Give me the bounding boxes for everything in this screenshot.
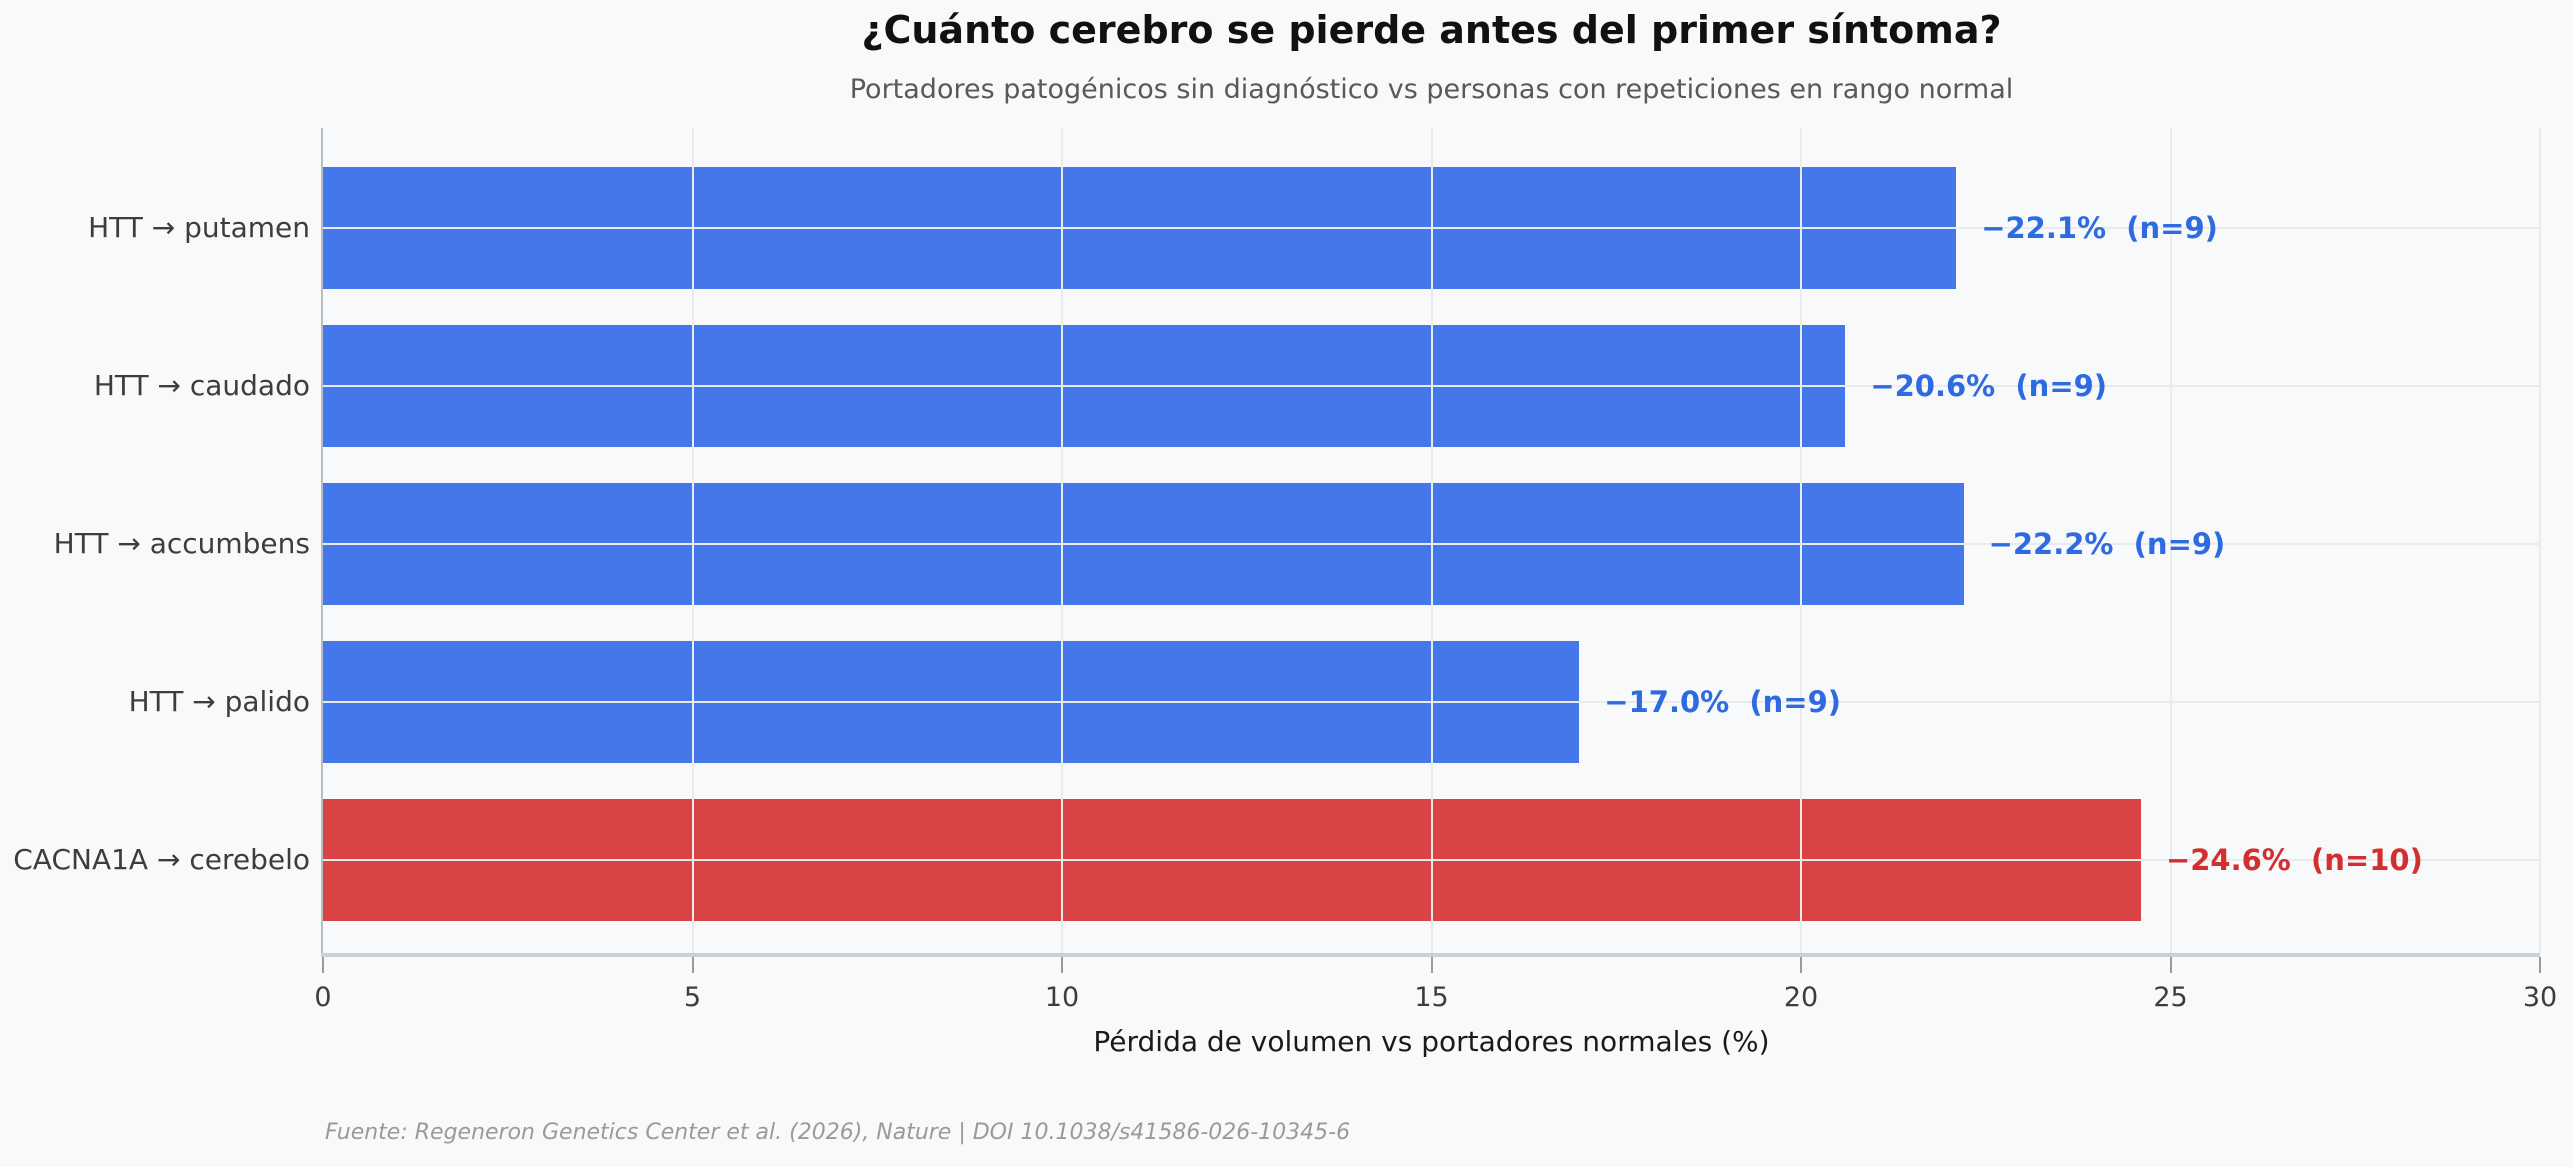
gridline-horizontal: [323, 385, 2540, 387]
x-axis-spine: [321, 953, 2540, 957]
category-label: HTT → putamen: [88, 211, 310, 244]
gridline-horizontal: [323, 543, 2540, 545]
bar-value-label: −17.0% (n=9): [1604, 685, 1842, 719]
category-label: CACNA1A → cerebelo: [13, 843, 310, 876]
x-tick-label: 20: [1783, 982, 1819, 1013]
gridline-horizontal: [323, 859, 2540, 861]
x-tick-mark: [2539, 957, 2541, 973]
bar-value-label: −20.6% (n=9): [1870, 369, 2108, 403]
x-tick-label: 25: [2153, 982, 2188, 1013]
gridline-horizontal: [323, 701, 2540, 703]
gridline-vertical: [2169, 128, 2172, 953]
gridline-vertical: [1800, 128, 1802, 953]
plot-area: [321, 128, 2541, 957]
x-axis-title: Pérdida de volumen vs portadores normale…: [1093, 1025, 1770, 1058]
x-tick-mark: [691, 957, 694, 973]
bar-value-label: −22.1% (n=9): [1981, 211, 2218, 245]
bar-value-label: −22.2% (n=9): [1988, 527, 2226, 561]
x-tick-mark: [1061, 957, 1063, 973]
x-tick-mark: [322, 957, 324, 973]
category-label: HTT → caudado: [93, 369, 310, 402]
x-tick-label: 15: [1414, 982, 1449, 1013]
y-axis-spine: [321, 128, 323, 957]
x-tick-label: 10: [1044, 982, 1080, 1013]
gridline-horizontal: [323, 227, 2540, 229]
x-tick-mark: [2169, 957, 2172, 973]
source-footer: Fuente: Regeneron Genetics Center et al.…: [325, 1120, 1351, 1145]
gridline-vertical: [2539, 128, 2541, 953]
bar-value-label: −24.6% (n=10): [2165, 843, 2423, 877]
x-tick-label: 30: [2522, 982, 2558, 1013]
chart-subtitle: Portadores patogénicos sin diagnóstico v…: [849, 74, 2014, 105]
gridline-vertical: [1430, 128, 1433, 953]
gridline-vertical: [1061, 128, 1063, 953]
category-label: HTT → palido: [128, 685, 310, 718]
x-tick-label: 5: [683, 982, 702, 1013]
category-label: HTT → accumbens: [53, 527, 310, 560]
x-tick-mark: [1800, 957, 1802, 973]
gridline-vertical: [691, 128, 694, 953]
chart-title: ¿Cuánto cerebro se pierde antes del prim…: [861, 8, 2002, 52]
x-tick-mark: [1430, 957, 1433, 973]
x-tick-label: 0: [314, 982, 332, 1013]
